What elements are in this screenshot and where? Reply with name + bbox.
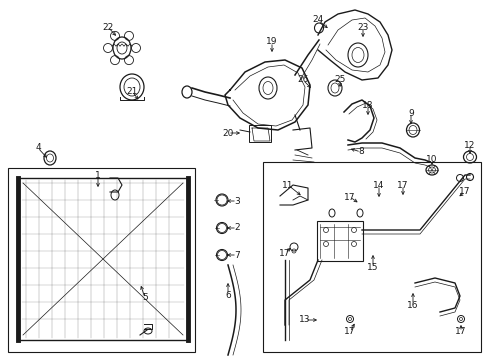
Text: 17: 17: [279, 248, 290, 257]
Text: 11: 11: [282, 180, 293, 189]
Text: 7: 7: [234, 251, 240, 260]
Text: 25: 25: [334, 76, 345, 85]
Text: 20: 20: [222, 129, 233, 138]
Text: 16: 16: [407, 301, 418, 310]
Text: 2: 2: [234, 224, 239, 233]
Text: 23: 23: [357, 22, 368, 31]
Text: 5: 5: [142, 293, 147, 302]
Bar: [8, 168, 195, 352]
Text: 10: 10: [426, 156, 437, 165]
Bar: [263, 162, 480, 352]
Text: 26: 26: [297, 76, 308, 85]
Text: 13: 13: [299, 315, 310, 324]
Text: 17: 17: [344, 328, 355, 337]
Text: 8: 8: [357, 148, 363, 157]
Text: 14: 14: [372, 180, 384, 189]
FancyBboxPatch shape: [248, 125, 270, 142]
Text: 1: 1: [95, 171, 101, 180]
Text: 21: 21: [126, 86, 138, 95]
Text: 17: 17: [454, 328, 466, 337]
Text: 19: 19: [265, 37, 277, 46]
Text: 17: 17: [458, 188, 470, 197]
Text: 4: 4: [35, 144, 41, 153]
Text: 15: 15: [366, 262, 378, 271]
Text: 22: 22: [102, 22, 113, 31]
Text: 18: 18: [362, 100, 373, 109]
Text: 3: 3: [234, 197, 240, 206]
FancyBboxPatch shape: [316, 221, 362, 261]
Text: 9: 9: [407, 108, 413, 117]
Text: 12: 12: [464, 140, 475, 149]
Text: 17: 17: [396, 180, 408, 189]
Text: 6: 6: [224, 291, 230, 300]
Text: 17: 17: [344, 193, 355, 202]
Text: 24: 24: [312, 15, 323, 24]
